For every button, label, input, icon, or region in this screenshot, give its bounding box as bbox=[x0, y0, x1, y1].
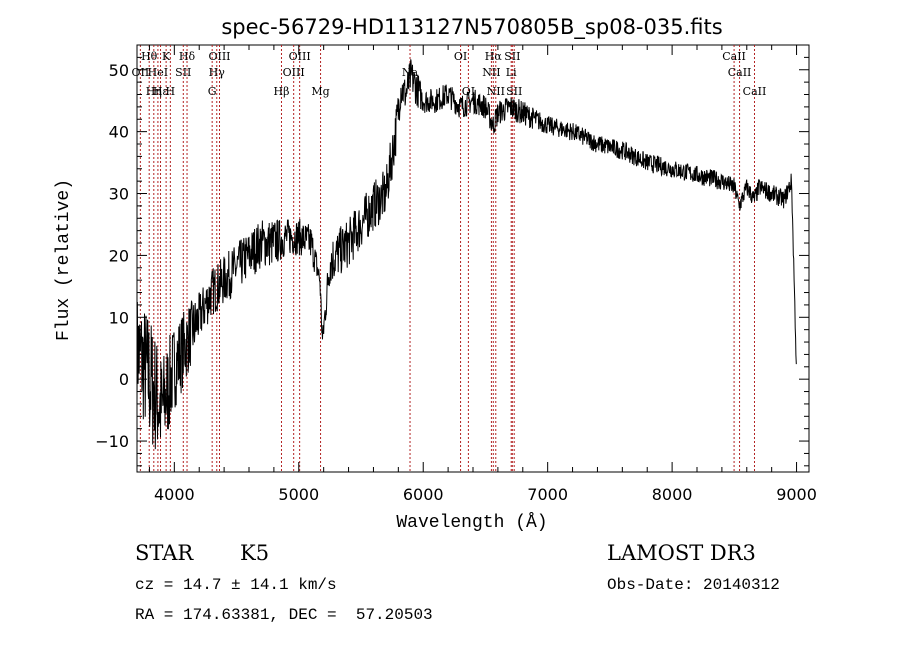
line-label: NII bbox=[487, 85, 505, 98]
line-label: OI bbox=[462, 85, 475, 98]
line-label: OI bbox=[454, 50, 467, 63]
y-tick-label: 30 bbox=[109, 185, 129, 204]
line-label: Hβ bbox=[274, 85, 290, 98]
line-label: OIII bbox=[289, 50, 311, 63]
x-tick-label: 5000 bbox=[278, 485, 319, 504]
y-tick-label: 40 bbox=[109, 123, 129, 142]
x-tick-label: 4000 bbox=[154, 485, 195, 504]
line-label: K bbox=[162, 50, 171, 63]
y-axis-ticks: −10 0 10 20 30 40 50 bbox=[95, 44, 809, 467]
y-tick-label: 0 bbox=[119, 370, 129, 389]
line-label: NII bbox=[482, 66, 500, 79]
line-label: HeI bbox=[148, 66, 168, 79]
x-axis-ticks: 4000 5000 6000 7000 8000 9000 bbox=[148, 45, 817, 504]
line-label: OIII bbox=[208, 50, 230, 63]
line-label: Hε bbox=[153, 85, 169, 98]
line-label: CaII bbox=[722, 50, 746, 63]
line-label: Hγ bbox=[209, 66, 226, 79]
line-label: SII bbox=[504, 50, 520, 63]
line-label: OIII bbox=[283, 66, 305, 79]
y-tick-label: 20 bbox=[109, 246, 129, 265]
line-label: SII bbox=[175, 66, 191, 79]
survey-name: LAMOST DR3 bbox=[607, 541, 756, 565]
object-subclass: K5 bbox=[240, 541, 269, 565]
line-label: Hη bbox=[146, 85, 162, 98]
line-label: G bbox=[208, 85, 217, 98]
x-axis-label: Wavelength (Å) bbox=[396, 512, 547, 533]
x-tick-label: 6000 bbox=[403, 485, 444, 504]
y-tick-label: 10 bbox=[109, 308, 129, 327]
series-layer bbox=[136, 59, 797, 450]
line-label: OII bbox=[132, 66, 150, 79]
line-label: H bbox=[166, 85, 176, 98]
coordinates: RA = 174.63381, DEC = 57.20503 bbox=[135, 606, 433, 624]
x-tick-label: 7000 bbox=[527, 485, 568, 504]
line-label: CaII bbox=[743, 85, 767, 98]
y-axis-label: Flux (relative) bbox=[54, 179, 74, 341]
line-label: SII bbox=[506, 85, 522, 98]
x-tick-label: 9000 bbox=[776, 485, 817, 504]
redshift-cz: cz = 14.7 ± 14.1 km/s bbox=[135, 576, 337, 594]
line-label: Li bbox=[506, 66, 517, 79]
line-label: Hθ bbox=[141, 50, 158, 63]
spectrum-series-line bbox=[136, 59, 797, 450]
line-label: Mg bbox=[311, 85, 329, 98]
chart-title: spec-56729-HD113127N570805B_sp08-035.fit… bbox=[221, 15, 722, 40]
object-class: STAR bbox=[135, 541, 194, 565]
observation-date: Obs-Date: 20140312 bbox=[607, 576, 780, 594]
spectral-line-markers bbox=[139, 45, 755, 472]
line-label: CaII bbox=[728, 66, 752, 79]
line-label: Hα bbox=[485, 50, 503, 63]
spectral-line-labels: HθOIIHηHeIHεKHSIIHδGHγOIIIHβOIIIOIIIMgNa… bbox=[132, 50, 767, 98]
y-tick-label: −10 bbox=[95, 432, 129, 451]
y-tick-label: 50 bbox=[109, 61, 129, 80]
line-label: Hδ bbox=[179, 50, 196, 63]
x-tick-label: 8000 bbox=[652, 485, 693, 504]
